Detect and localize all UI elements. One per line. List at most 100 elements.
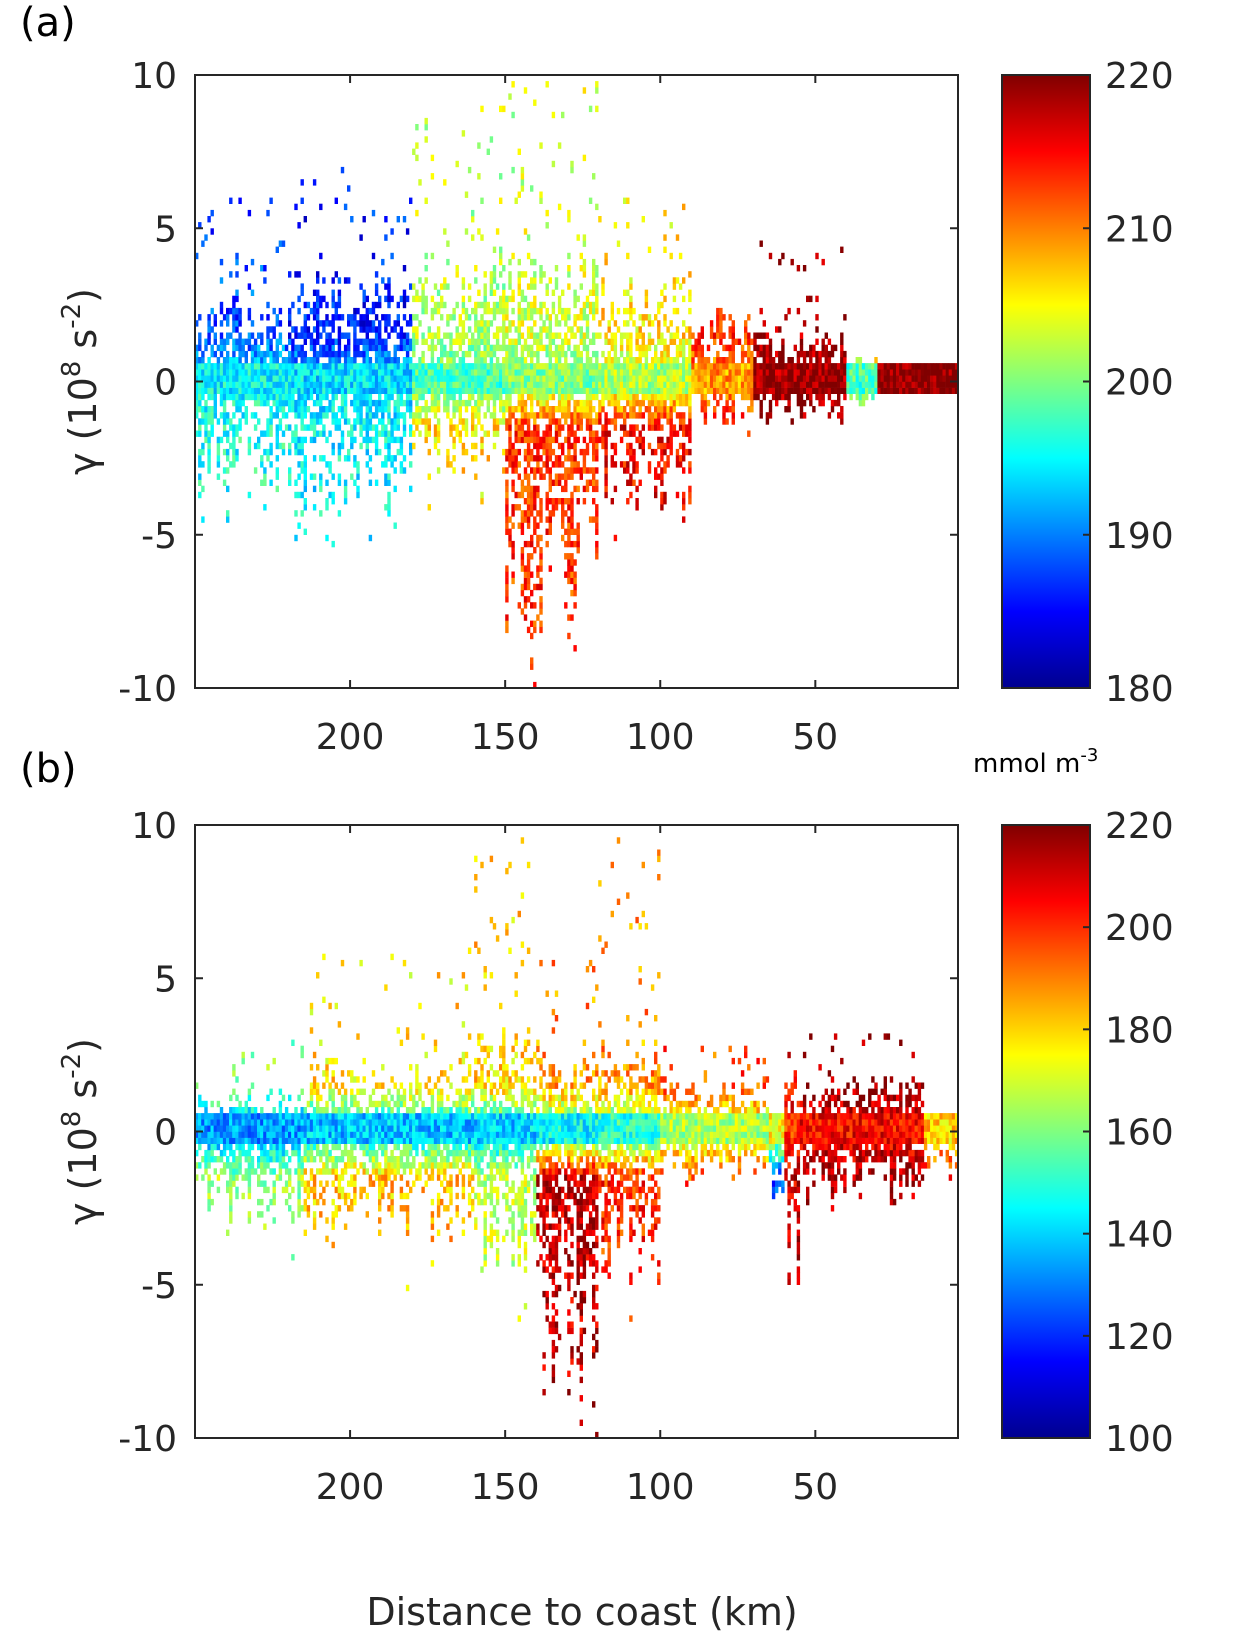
data-cell (520, 418, 525, 425)
data-cell (253, 412, 258, 419)
data-cell (654, 448, 658, 456)
data-cell (229, 442, 233, 450)
data-cell (675, 461, 680, 468)
data-cell (703, 369, 708, 376)
data-cell (682, 504, 686, 511)
data-cell (561, 399, 565, 407)
data-cell (561, 442, 565, 450)
data-cell (821, 381, 825, 388)
data-cell (650, 320, 655, 327)
data-cell (526, 332, 531, 339)
data-cell (371, 375, 376, 382)
data-cell (250, 1168, 255, 1175)
data-cell (520, 289, 525, 296)
data-cell (536, 357, 540, 364)
data-cell (365, 363, 369, 370)
data-cell (353, 375, 357, 382)
data-cell (334, 271, 338, 278)
data-cell (852, 363, 856, 370)
data-cell (644, 406, 649, 413)
data-cell (216, 363, 221, 370)
data-cell (263, 1162, 267, 1169)
data-cell (275, 363, 279, 370)
data-cell (564, 399, 568, 407)
data-cell (433, 412, 438, 419)
data-cell (319, 1149, 323, 1157)
data-cell (548, 479, 552, 486)
data-cell (688, 332, 692, 339)
data-cell (229, 307, 233, 315)
data-cell (505, 491, 509, 499)
data-cell (235, 1094, 239, 1102)
data-cell (533, 295, 537, 303)
data-cell (650, 412, 655, 419)
data-cell (226, 307, 230, 315)
data-cell (557, 473, 562, 480)
data-cell (297, 307, 301, 315)
data-cell (728, 326, 732, 333)
data-cell (505, 369, 509, 376)
data-cell (530, 534, 534, 542)
data-cell (489, 277, 494, 284)
data-cell (216, 1100, 221, 1108)
data-cell (595, 357, 599, 364)
data-cell (492, 246, 497, 253)
data-cell (343, 344, 348, 352)
data-cell (325, 1168, 329, 1175)
data-cell (660, 436, 664, 444)
data-cell (536, 344, 540, 352)
data-cell (331, 289, 335, 296)
data-cell (359, 326, 363, 333)
data-cell (390, 326, 394, 333)
data-cell (210, 424, 214, 431)
data-cell (266, 1094, 270, 1102)
data-cell (415, 124, 419, 131)
data-cell (464, 430, 469, 437)
data-cell (520, 173, 525, 180)
data-cell (917, 381, 922, 388)
data-cell (374, 424, 379, 431)
data-cell (675, 375, 680, 382)
data-cell (278, 369, 283, 376)
data-cell (260, 1119, 264, 1126)
data-cell (232, 1119, 236, 1126)
data-cell (309, 1100, 314, 1108)
data-cell (557, 393, 562, 401)
data-cell (201, 1119, 205, 1126)
data-cell (508, 93, 512, 100)
data-cell (846, 381, 850, 388)
data-cell (685, 430, 689, 437)
data-cell (561, 344, 565, 352)
data-cell (762, 357, 766, 364)
data-cell (489, 307, 494, 315)
data-cell (396, 216, 400, 223)
data-cell (350, 1174, 354, 1181)
data-cell (511, 111, 515, 119)
data-cell (533, 455, 537, 462)
data-cell (356, 1033, 360, 1040)
data-cell (899, 363, 903, 370)
data-cell (511, 381, 515, 388)
data-cell (821, 363, 825, 370)
data-cell (731, 369, 735, 376)
data-cell (474, 406, 478, 413)
data-cell (247, 363, 252, 370)
data-cell (337, 1205, 342, 1212)
data-cell (362, 350, 366, 358)
data-cell (297, 1192, 301, 1200)
data-cell (799, 369, 804, 376)
data-cell (198, 357, 202, 364)
data-cell (390, 363, 394, 370)
data-cell (387, 357, 391, 364)
data-cell (523, 614, 528, 621)
data-cell (744, 375, 748, 382)
data-cell (616, 406, 621, 413)
data-cell (533, 620, 537, 627)
data-cell (759, 344, 763, 352)
data-cell (561, 111, 565, 119)
data-cell (455, 265, 459, 272)
data-cell (455, 338, 459, 345)
data-cell (210, 387, 214, 394)
data-cell (725, 357, 729, 364)
data-cell (235, 320, 239, 327)
